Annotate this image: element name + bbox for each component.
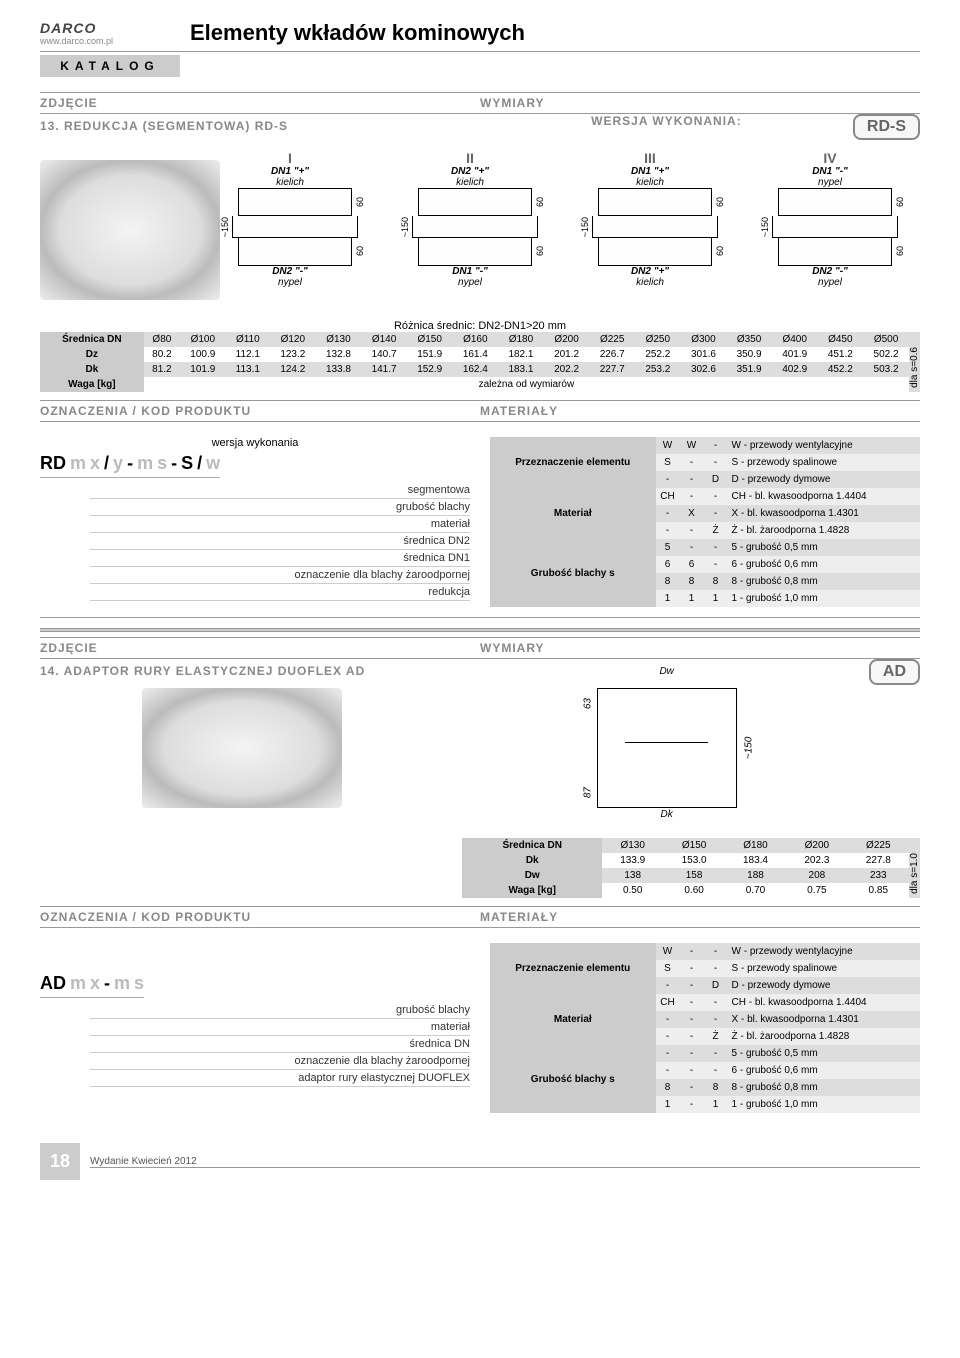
- oznaczenia-header-2: OZNACZENIA / KOD PRODUKTU: [40, 906, 480, 928]
- code-diagram-ad: ADmx-ms grubość blachymateriałśrednica D…: [40, 943, 470, 1113]
- tech-drawing-ad: Dw Dk 63 87 ~150: [597, 678, 737, 818]
- wersja-wyk-label: wersja wykonania: [40, 437, 470, 449]
- page-number: 18: [40, 1143, 80, 1180]
- product-title-ad: 14. ADAPTOR RURY ELASTYCZNEJ DUOFLEX AD: [40, 664, 365, 678]
- zdjecie-header-2: ZDJĘCIE: [40, 637, 480, 659]
- wymiary-header-1: WYMIARY: [480, 92, 920, 114]
- brand-url: www.darco.com.pl: [40, 36, 160, 46]
- dimension-table-rds: Średnica DNØ80Ø100Ø110Ø120Ø130Ø140Ø150Ø1…: [40, 332, 909, 392]
- publication-date: Wydanie Kwiecień 2012: [90, 1156, 920, 1168]
- katalog-badge: KATALOG: [40, 55, 180, 77]
- side-note-ad: dla s=1.0: [909, 838, 920, 898]
- materials-table-rds: Przeznaczenie elementuWW-W - przewody we…: [490, 437, 920, 607]
- oznaczenia-header-1: OZNACZENIA / KOD PRODUKTU: [40, 400, 480, 422]
- product-photo-ad: [142, 688, 342, 808]
- materials-table-ad: Przeznaczenie elementuW--W - przewody we…: [490, 943, 920, 1113]
- variant-drawing: IV DN1 "-" nypel ~150 60 60 DN2 "-" nype…: [760, 150, 900, 310]
- wersja-title: WERSJA WYKONANIA:: [591, 114, 742, 128]
- variant-drawing: III DN1 "+" kielich ~150 60 60 DN2 "+" k…: [580, 150, 720, 310]
- brand-name: DARCO: [40, 20, 160, 36]
- code-badge-rds: RD-S: [853, 114, 920, 140]
- wymiary-header-2: WYMIARY: [480, 637, 920, 659]
- divider: [40, 628, 920, 632]
- zdjecie-header-1: ZDJĘCIE: [40, 92, 480, 114]
- page-header: DARCO www.darco.com.pl Elementy wkładów …: [40, 20, 920, 52]
- page-title: Elementy wkładów kominowych: [190, 20, 525, 46]
- code-badge-ad: AD: [869, 659, 920, 685]
- product-photo-rds: [40, 160, 220, 300]
- variant-drawing: I DN1 "+" kielich ~150 60 60 DN2 "-" nyp…: [220, 150, 360, 310]
- diff-note: Różnica średnic: DN2-DN1>20 mm: [40, 320, 920, 332]
- variant-drawings: I DN1 "+" kielich ~150 60 60 DN2 "-" nyp…: [40, 150, 920, 310]
- product-title-rds: 13. REDUKCJA (SEGMENTOWA) RD-S: [40, 119, 480, 133]
- materialy-header-1: MATERIAŁY: [480, 400, 920, 422]
- variant-drawing: II DN2 "+" kielich ~150 60 60 DN1 "-" ny…: [400, 150, 540, 310]
- page-footer: 18 Wydanie Kwiecień 2012: [40, 1143, 920, 1180]
- logo-block: DARCO www.darco.com.pl: [40, 20, 160, 46]
- code-diagram-rds: wersja wykonania RDmx/y-ms-S/w segmentow…: [40, 437, 470, 607]
- dimension-table-ad: Średnica DNØ130Ø150Ø180Ø200Ø225Dk133.915…: [462, 838, 909, 898]
- side-note-rds: dla s=0.6: [909, 332, 920, 392]
- materialy-header-2: MATERIAŁY: [480, 906, 920, 928]
